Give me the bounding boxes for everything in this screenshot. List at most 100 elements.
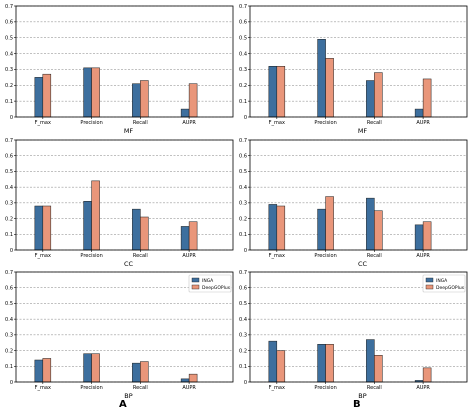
y-tick-label: 0.1 — [5, 99, 13, 105]
x-tick-label: F_max — [35, 253, 51, 259]
y-tick-label: 0.7 — [5, 4, 13, 10]
bar-deepgoplus — [374, 72, 383, 118]
y-tick-label: 0.1 — [5, 364, 13, 370]
bar-deepgoplus — [325, 344, 334, 383]
x-axis-label: BP — [358, 392, 366, 400]
x-tick-label: Recall — [367, 385, 382, 391]
legend-box — [422, 274, 466, 293]
bar-deepgoplus — [188, 373, 198, 383]
axes-frame — [15, 139, 234, 251]
bar-inga — [414, 224, 424, 251]
y-tick-label: 0.7 — [239, 270, 247, 276]
y-tick-label: 0.1 — [239, 99, 247, 105]
bar-inga — [268, 204, 278, 251]
y-tick-label: 0.2 — [239, 348, 247, 354]
y-tick-label: 0.3 — [239, 201, 247, 207]
y-tick-label: 0.3 — [5, 201, 13, 207]
x-axis-label: CC — [358, 260, 368, 268]
x-tick-label: F_max — [269, 253, 285, 259]
axes-frame — [249, 139, 468, 251]
y-tick-label: 0.6 — [239, 286, 247, 292]
y-tick-label: 0.4 — [5, 51, 13, 57]
y-tick-label: 0.2 — [5, 216, 13, 222]
bar-deepgoplus — [422, 78, 432, 118]
bar-deepgoplus — [422, 367, 432, 383]
bar-inga — [34, 359, 44, 383]
legend-swatch-deepgoplus — [191, 284, 200, 290]
y-tick-label: 0.5 — [5, 301, 13, 307]
bar-inga — [34, 77, 44, 118]
legend-box — [188, 274, 232, 293]
bar-inga — [317, 344, 326, 383]
bar-deepgoplus — [325, 58, 334, 118]
bar-inga — [268, 340, 278, 383]
y-tick-label: 0.6 — [5, 154, 13, 160]
bar-inga — [132, 83, 141, 118]
y-tick-label: 0.5 — [5, 36, 13, 42]
y-tick-label: 0 — [244, 248, 247, 254]
y-tick-label: 0.3 — [239, 67, 247, 73]
y-tick-label: 0 — [10, 380, 13, 386]
x-tick-label: Precision — [314, 120, 336, 126]
bar-inga — [366, 80, 375, 118]
bar-inga — [34, 205, 44, 251]
x-tick-label: Recall — [367, 253, 382, 259]
bar-inga — [268, 66, 278, 118]
bar-deepgoplus — [42, 205, 52, 251]
y-tick-label: 0.2 — [239, 216, 247, 222]
bar-inga — [132, 208, 141, 251]
bar-deepgoplus — [188, 221, 198, 251]
y-tick-label: 0.7 — [5, 270, 13, 276]
bar-inga — [83, 201, 92, 251]
bar-deepgoplus — [140, 80, 149, 118]
x-tick-label: F_max — [35, 385, 51, 391]
y-tick-label: 0.1 — [239, 232, 247, 238]
bar-inga — [180, 378, 190, 383]
y-tick-label: 0.7 — [239, 138, 247, 144]
panel-label-b: B — [353, 399, 361, 410]
y-tick-label: 0.2 — [239, 83, 247, 89]
bar-deepgoplus — [91, 353, 100, 383]
bar-inga — [83, 353, 92, 383]
x-tick-label: Precision — [314, 253, 336, 259]
bar-deepgoplus — [276, 205, 286, 251]
x-tick-label: Recall — [133, 253, 148, 259]
bar-inga — [180, 226, 190, 251]
bar-deepgoplus — [140, 216, 149, 251]
x-tick-label: Recall — [367, 120, 382, 126]
bar-inga — [317, 208, 326, 251]
bar-inga — [414, 108, 424, 118]
y-tick-label: 0.7 — [5, 138, 13, 144]
legend-label-inga: INGA — [202, 278, 214, 284]
x-tick-label: AUPR — [182, 385, 196, 391]
y-tick-label: 0.3 — [5, 333, 13, 339]
y-tick-label: 0 — [10, 248, 13, 254]
y-tick-label: 0.3 — [5, 67, 13, 73]
y-tick-label: 0.6 — [5, 20, 13, 26]
y-tick-label: 0.4 — [239, 317, 247, 323]
y-tick-label: 0.5 — [239, 169, 247, 175]
x-axis-label: CC — [124, 260, 134, 268]
y-tick-label: 0.4 — [5, 185, 13, 191]
bar-inga — [317, 39, 326, 118]
y-tick-label: 0.6 — [239, 20, 247, 26]
x-tick-label: AUPR — [182, 120, 196, 126]
x-axis-label: MF — [358, 127, 368, 135]
bar-deepgoplus — [325, 196, 334, 251]
y-tick-label: 0.5 — [239, 301, 247, 307]
x-axis-label: MF — [124, 127, 134, 135]
bar-deepgoplus — [42, 73, 52, 118]
axes-frame — [249, 271, 468, 383]
x-tick-label: Recall — [133, 385, 148, 391]
bar-deepgoplus — [374, 355, 383, 383]
legend-swatch-inga — [191, 277, 200, 283]
x-tick-label: AUPR — [416, 385, 430, 391]
bar-deepgoplus — [276, 66, 286, 118]
bar-deepgoplus — [276, 350, 286, 383]
x-tick-label: F_max — [269, 120, 285, 126]
bar-deepgoplus — [91, 67, 100, 118]
bar-inga — [83, 67, 92, 118]
y-tick-label: 0 — [10, 115, 13, 121]
x-tick-label: F_max — [269, 385, 285, 391]
